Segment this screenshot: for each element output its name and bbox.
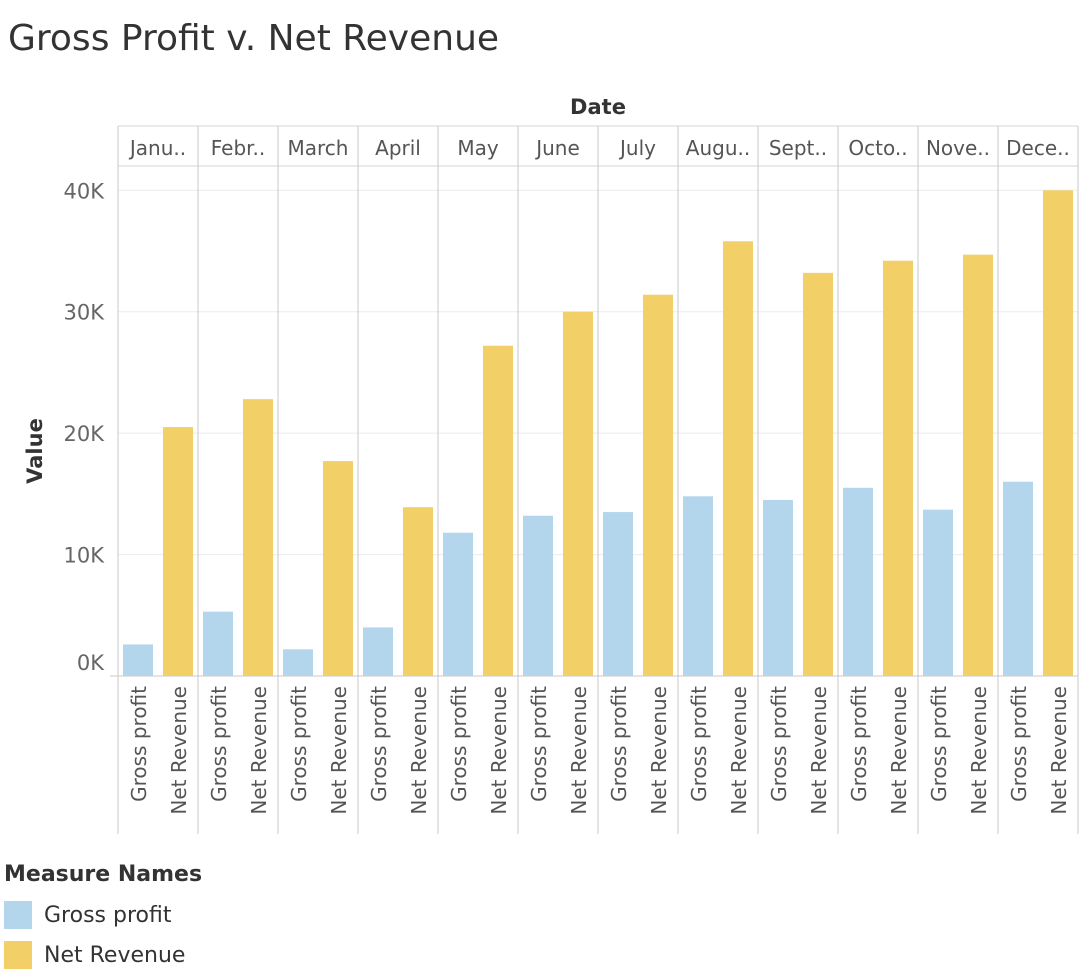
x-tick-label: Gross profit: [527, 686, 551, 802]
x-tick-label: Net Revenue: [887, 686, 911, 815]
legend-swatch-net-revenue: [4, 941, 32, 969]
x-tick-label: Gross profit: [207, 686, 231, 802]
month-header-label: Sept..: [769, 136, 827, 160]
bar-gross-profit: [763, 499, 793, 676]
x-tick-label: Net Revenue: [567, 686, 591, 815]
legend-swatch-gross-profit: [4, 901, 32, 929]
legend-label-net-revenue: Net Revenue: [44, 942, 186, 968]
month-header-label: Dece..: [1006, 136, 1070, 160]
bar-gross-profit: [523, 515, 553, 676]
x-tick-label: Net Revenue: [807, 686, 831, 815]
y-tick-label: 30K: [64, 301, 106, 325]
bar-net-revenue: [963, 254, 993, 676]
y-tick-label: 0K: [77, 651, 105, 675]
x-tick-label: Gross profit: [287, 686, 311, 802]
y-tick-label: 20K: [64, 422, 106, 446]
x-tick-label: Net Revenue: [247, 686, 271, 815]
bar-net-revenue: [803, 272, 833, 676]
x-tick-label: Gross profit: [127, 686, 151, 802]
x-tick-label: Net Revenue: [647, 686, 671, 815]
bar-gross-profit: [363, 627, 393, 676]
bar-gross-profit: [123, 644, 153, 676]
x-tick-label: Net Revenue: [487, 686, 511, 815]
x-tick-label: Gross profit: [367, 686, 391, 802]
month-header-label: Augu..: [686, 136, 750, 160]
x-tick-label: Gross profit: [447, 686, 471, 802]
bar-gross-profit: [923, 509, 953, 676]
legend-item-net-revenue[interactable]: Net Revenue: [4, 935, 202, 975]
month-header-label: June: [534, 136, 580, 160]
bar-gross-profit: [843, 487, 873, 676]
y-tick-label: 40K: [64, 179, 106, 203]
bar-net-revenue: [1043, 190, 1073, 677]
bar-net-revenue: [243, 399, 273, 676]
x-axis-title: Date: [570, 95, 626, 119]
bar-net-revenue: [403, 507, 433, 676]
bar-gross-profit: [603, 512, 633, 676]
month-header-label: Janu..: [128, 136, 186, 160]
bar-net-revenue: [163, 427, 193, 676]
x-tick-label: Net Revenue: [1047, 686, 1071, 815]
legend: Measure Names Gross profit Net Revenue: [4, 862, 202, 975]
x-tick-label: Gross profit: [767, 686, 791, 802]
x-tick-label: Net Revenue: [727, 686, 751, 815]
month-header-label: May: [457, 136, 499, 160]
x-tick-label: Gross profit: [687, 686, 711, 802]
month-header-label: Octo..: [848, 136, 907, 160]
month-header-label: April: [375, 136, 421, 160]
bar-gross-profit: [443, 532, 473, 676]
bar-gross-profit: [683, 496, 713, 676]
month-header-label: March: [288, 136, 349, 160]
bar-gross-profit: [203, 611, 233, 676]
bar-gross-profit: [283, 649, 313, 676]
x-tick-label: Gross profit: [847, 686, 871, 802]
x-tick-label: Gross profit: [1007, 686, 1031, 802]
x-tick-label: Net Revenue: [327, 686, 351, 815]
chart-title: Gross Profit v. Net Revenue: [8, 18, 500, 59]
x-tick-label: Gross profit: [927, 686, 951, 802]
month-header-label: Nove..: [926, 136, 990, 160]
bar-gross-profit: [1003, 481, 1033, 676]
y-tick-label: 10K: [64, 544, 106, 568]
bar-net-revenue: [323, 461, 353, 676]
legend-item-gross-profit[interactable]: Gross profit: [4, 895, 202, 935]
bar-net-revenue: [723, 241, 753, 677]
bar-net-revenue: [643, 294, 673, 676]
month-header-label: Febr..: [211, 136, 266, 160]
x-tick-label: Net Revenue: [167, 686, 191, 815]
month-header-label: July: [618, 136, 656, 160]
bar-net-revenue: [883, 260, 913, 676]
x-tick-label: Net Revenue: [407, 686, 431, 815]
x-tick-label: Gross profit: [607, 686, 631, 802]
bar-net-revenue: [483, 345, 513, 676]
legend-title: Measure Names: [4, 862, 203, 887]
bar-net-revenue: [563, 311, 593, 676]
x-tick-label: Net Revenue: [967, 686, 991, 815]
bar-chart: Date Value 0K 10K 20K 30K 40K Janu.. Gross profi…: [23, 95, 1079, 834]
legend-label-gross-profit: Gross profit: [44, 902, 172, 928]
y-axis-title: Value: [23, 418, 47, 484]
